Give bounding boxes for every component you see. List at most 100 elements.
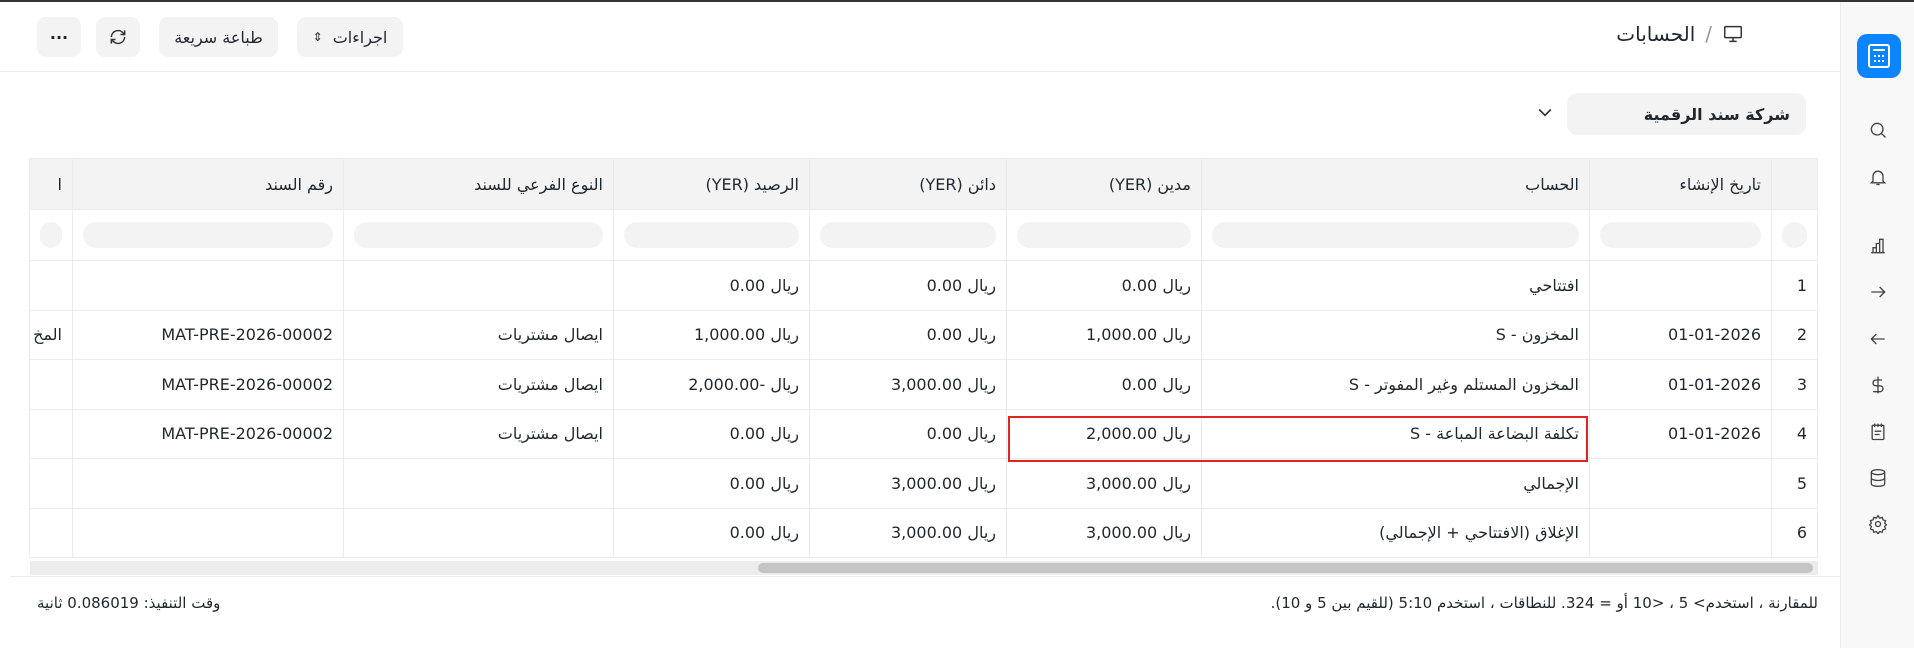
cell-date: 01-01-2026	[1589, 359, 1772, 410]
cell-voucher: MAT-PRE-2026-00002	[72, 408, 344, 459]
cell-voucher	[72, 260, 344, 311]
arrow-left-icon[interactable]	[1868, 329, 1888, 349]
filter-cell	[1589, 209, 1772, 261]
table-row[interactable]: 1 افتتاحي ريال 0.00 ريال 0.00 ريال 0.00	[29, 260, 1818, 311]
cell-credit: ريال 3,000.00	[809, 507, 1007, 558]
cell-voucher	[72, 507, 344, 558]
cell-debit: ريال 0.00	[1006, 359, 1202, 410]
more-icon: ···	[49, 27, 69, 47]
gear-icon[interactable]	[1868, 514, 1888, 536]
table-row[interactable]: 6 الإغلاق (الافتتاحي + الإجمالي) ريال 3,00…	[29, 507, 1818, 558]
breadcrumb-separator: /	[1705, 22, 1712, 46]
report-table: تاريخ الإنشاء الحساب مدين (YER) دائن (YER) ا…	[29, 158, 1818, 558]
horizontal-scrollbar[interactable]	[30, 561, 1818, 575]
column-header-balance[interactable]: الرصيد (YER)	[613, 158, 810, 210]
cell-idx: 5	[1771, 458, 1818, 509]
quick-print-label: طباعة سريعة	[174, 27, 263, 47]
table-row[interactable]: 3 01-01-2026 المخزون المستلم وغير المفوتر …	[29, 359, 1818, 410]
cell-voucher: MAT-PRE-2026-00002	[72, 309, 344, 360]
cell-account: افتتاحي	[1201, 260, 1590, 311]
filter-input-voucher-no[interactable]	[83, 222, 333, 248]
header-row: تاريخ الإنشاء الحساب مدين (YER) دائن (YER) ا…	[29, 158, 1818, 210]
cell-extra	[29, 507, 73, 558]
arrow-right-icon[interactable]	[1868, 282, 1888, 302]
filter-input-account[interactable]	[1212, 222, 1579, 248]
cell-credit: ريال 3,000.00	[809, 458, 1007, 509]
column-header-voucher-no[interactable]: رقم السند	[72, 158, 344, 210]
cell-date: 01-01-2026	[1589, 309, 1772, 360]
cell-extra	[29, 260, 73, 311]
cell-debit: ريال 1,000.00	[1006, 309, 1202, 360]
top-bar: ··· طباعة سريعة اجراءات ⇕ / الحسابات	[0, 2, 1840, 72]
search-icon[interactable]	[1868, 120, 1888, 140]
column-header-debit[interactable]: مدين (YER)	[1006, 158, 1202, 210]
notepad-icon[interactable]	[1868, 422, 1888, 442]
refresh-button[interactable]	[96, 17, 140, 57]
filter-cell	[809, 209, 1007, 261]
table-row[interactable]: 5 الإجمالي ريال 3,000.00 ريال 3,000.00 ريال …	[29, 458, 1818, 509]
bell-icon[interactable]	[1868, 167, 1888, 187]
filter-input-index[interactable]	[1782, 222, 1807, 248]
table-row[interactable]: 2 01-01-2026 المخزون - S ريال 1,000.00 ريال …	[29, 309, 1818, 360]
actions-button[interactable]: اجراءات ⇕	[297, 17, 403, 57]
cell-debit: ريال 3,000.00	[1006, 458, 1202, 509]
column-header-created-date[interactable]: تاريخ الإنشاء	[1589, 158, 1772, 210]
column-header-index[interactable]	[1771, 158, 1818, 210]
chevron-updown-icon: ⇕	[312, 30, 323, 44]
breadcrumb: / الحسابات	[1616, 22, 1744, 46]
cell-subtype: ايصال مشتريات	[343, 309, 614, 360]
filter-input-extra[interactable]	[40, 222, 62, 248]
actions-label: اجراءات	[332, 27, 388, 47]
filter-input-created-date[interactable]	[1600, 222, 1761, 248]
company-select[interactable]: شركة سند الرقمية	[1567, 93, 1806, 135]
filter-cell	[1771, 209, 1818, 261]
cell-account: الإغلاق (الافتتاحي + الإجمالي)	[1201, 507, 1590, 558]
cell-subtype	[343, 458, 614, 509]
filter-input-voucher-subtype[interactable]	[354, 222, 603, 248]
table-row[interactable]: 4 01-01-2026 تكلفة البضاعة المباعة - S ريال…	[29, 408, 1818, 459]
cell-credit: ريال 0.00	[809, 309, 1007, 360]
cell-subtype	[343, 260, 614, 311]
cell-voucher	[72, 458, 344, 509]
dollar-icon[interactable]	[1868, 375, 1888, 395]
cell-extra	[29, 408, 73, 459]
more-button[interactable]: ···	[37, 17, 81, 57]
filter-row	[29, 209, 1818, 261]
cell-extra	[29, 458, 73, 509]
filter-input-debit[interactable]	[1017, 222, 1191, 248]
filter-cell	[29, 209, 73, 261]
quick-print-button[interactable]: طباعة سريعة	[159, 17, 278, 57]
filter-cell	[72, 209, 344, 261]
column-header-credit[interactable]: دائن (YER)	[809, 158, 1007, 210]
scrollbar-thumb[interactable]	[758, 563, 1813, 573]
refresh-icon	[110, 29, 126, 45]
cell-balance: ريال 0.00	[613, 458, 810, 509]
chevron-down-icon[interactable]	[1535, 102, 1555, 122]
cell-credit: ريال 0.00	[809, 260, 1007, 311]
cell-balance: ريال 0.00	[613, 408, 810, 459]
database-icon[interactable]	[1868, 468, 1888, 488]
cell-date: 01-01-2026	[1589, 408, 1772, 459]
cell-account: المخزون المستلم وغير المفوتر - S	[1201, 359, 1590, 410]
bar-chart-icon[interactable]	[1868, 236, 1888, 256]
cell-account: تكلفة البضاعة المباعة - S	[1201, 408, 1590, 459]
filter-input-credit[interactable]	[820, 222, 996, 248]
cell-date	[1589, 507, 1772, 558]
cell-credit: ريال 3,000.00	[809, 359, 1007, 410]
cell-idx: 2	[1771, 309, 1818, 360]
cell-idx: 6	[1771, 507, 1818, 558]
column-header-extra[interactable]: ا	[29, 158, 73, 210]
app-calculator-icon[interactable]	[1857, 34, 1901, 78]
column-header-voucher-subtype[interactable]: النوع الفرعي للسند	[343, 158, 614, 210]
sidebar	[1840, 2, 1914, 648]
cell-debit: ريال 0.00	[1006, 260, 1202, 311]
filter-input-balance[interactable]	[624, 222, 799, 248]
execution-time: وقت التنفيذ: 0.086019 ثانية	[37, 594, 221, 612]
cell-account: الإجمالي	[1201, 458, 1590, 509]
page-title[interactable]: الحسابات	[1616, 22, 1696, 46]
cell-balance: ريال -2,000.00	[613, 359, 810, 410]
column-header-account[interactable]: الحساب	[1201, 158, 1590, 210]
cell-idx: 1	[1771, 260, 1818, 311]
filter-cell	[1006, 209, 1202, 261]
cell-extra	[29, 359, 73, 410]
